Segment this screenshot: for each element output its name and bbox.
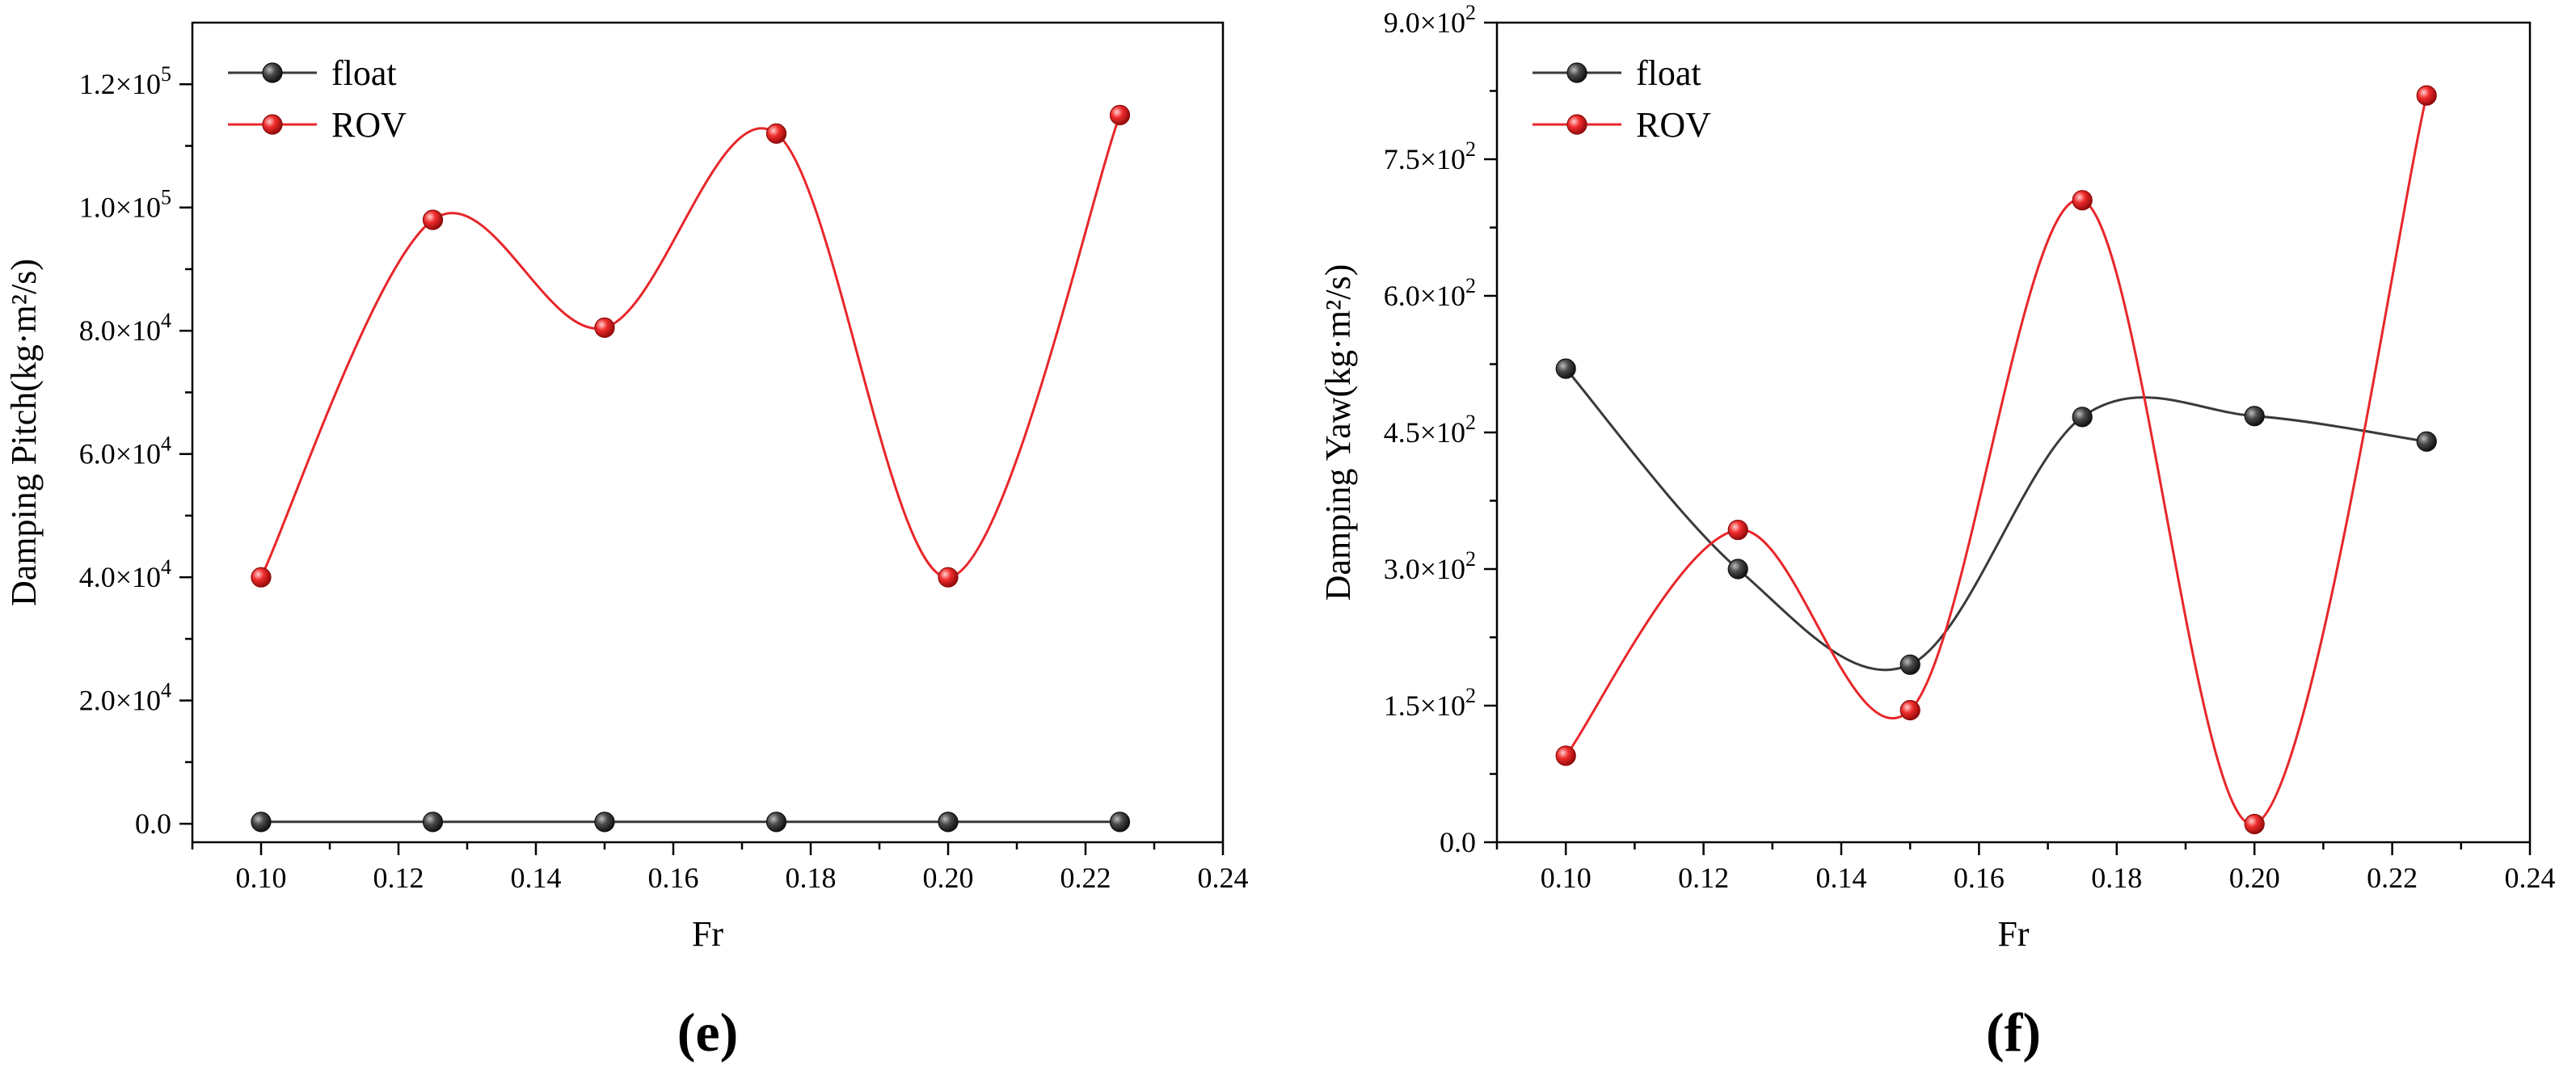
y-tick-label: 1.0×105 [79, 186, 171, 224]
data-point-float [594, 812, 615, 833]
data-point-rov [1727, 519, 1748, 541]
x-tick-label: 0.22 [2367, 862, 2418, 894]
data-point-float [2244, 406, 2265, 427]
y-tick-label: 0.0 [135, 807, 171, 840]
x-tick-label: 0.14 [1816, 862, 1867, 894]
y-tick-label: 4.0×104 [79, 555, 171, 593]
data-point-rov [2244, 813, 2265, 835]
panel-label: (f) [1986, 1001, 2041, 1063]
x-tick-label: 0.16 [648, 862, 699, 894]
data-point-rov [938, 567, 959, 588]
y-tick-label: 2.0×104 [79, 679, 171, 717]
x-tick-label: 0.14 [511, 862, 562, 894]
legend-marker-float [1566, 62, 1587, 83]
series-line-rov [259, 114, 1121, 579]
legend-label-float: float [1636, 53, 1701, 93]
y-tick-label: 8.0×104 [79, 309, 171, 347]
x-tick-label: 0.16 [1954, 862, 2005, 894]
data-point-rov [2416, 85, 2437, 106]
data-point-rov [251, 567, 272, 588]
data-point-rov [1109, 104, 1131, 125]
data-point-rov [422, 209, 444, 230]
data-point-rov [1899, 700, 1920, 721]
y-tick-label: 1.5×102 [1384, 684, 1476, 722]
x-tick-label: 0.20 [923, 862, 974, 894]
x-tick-label: 0.22 [1060, 862, 1111, 894]
data-point-float [1727, 559, 1748, 580]
legend-marker-rov [262, 114, 283, 135]
data-point-float [938, 812, 959, 833]
data-point-float [251, 812, 272, 833]
data-point-float [765, 812, 787, 833]
data-point-float [1555, 358, 1576, 379]
panel-label: (e) [677, 1001, 738, 1063]
data-point-rov [1555, 745, 1576, 766]
y-tick-label: 4.5×102 [1384, 411, 1476, 449]
x-axis-title: Fr [692, 914, 723, 954]
y-tick-label: 3.0×102 [1384, 547, 1476, 585]
x-tick-label: 0.10 [236, 862, 287, 894]
y-tick-label: 9.0×102 [1384, 1, 1476, 39]
data-point-float [2416, 431, 2437, 452]
series-line-float [1565, 368, 2427, 672]
x-axis-title: Fr [1997, 914, 2029, 954]
y-tick-label: 0.0 [1440, 826, 1476, 858]
data-point-rov [594, 317, 615, 338]
data-point-float [422, 812, 444, 833]
legend-marker-rov [1566, 114, 1587, 135]
legend-label-rov: ROV [1636, 105, 1711, 145]
y-axis-title: Damping Yaw(kg·m²/s) [1318, 264, 1358, 601]
y-tick-label: 6.0×104 [79, 432, 171, 470]
x-tick-label: 0.12 [373, 862, 424, 894]
data-point-rov [2072, 190, 2093, 211]
data-point-float [1899, 654, 1920, 675]
x-tick-label: 0.10 [1541, 862, 1592, 894]
data-point-rov [765, 123, 787, 144]
chart-e: 0.10 0.12 0.14 0.16 0.18 0.20 0.22 0.24 0.0 2.0×1… [4, 21, 1249, 1063]
data-point-float [2072, 407, 2093, 428]
x-tick-label: 0.12 [1678, 862, 1729, 894]
y-tick-label: 6.0×102 [1384, 274, 1476, 312]
legend-marker-float [262, 62, 283, 83]
x-tick-label: 0.20 [2229, 862, 2280, 894]
chart-f: 0.10 0.12 0.14 0.16 0.18 0.20 0.22 0.24 0.0 1.5×1… [1318, 1, 2556, 1063]
series-line-rov [1565, 95, 2428, 826]
data-point-float [1109, 812, 1131, 833]
legend-label-rov: ROV [331, 105, 407, 145]
y-axis-title: Damping Pitch(kg·m²/s) [4, 259, 44, 606]
x-tick-label: 0.24 [1198, 862, 1249, 894]
plot-frame [191, 21, 1225, 844]
legend-label-float: float [331, 53, 397, 93]
x-tick-label: 0.24 [2505, 862, 2556, 894]
y-tick-label: 7.5×102 [1384, 137, 1476, 175]
y-tick-label: 1.2×105 [79, 62, 171, 100]
x-tick-label: 0.18 [786, 862, 837, 894]
x-tick-label: 0.18 [2091, 862, 2142, 894]
